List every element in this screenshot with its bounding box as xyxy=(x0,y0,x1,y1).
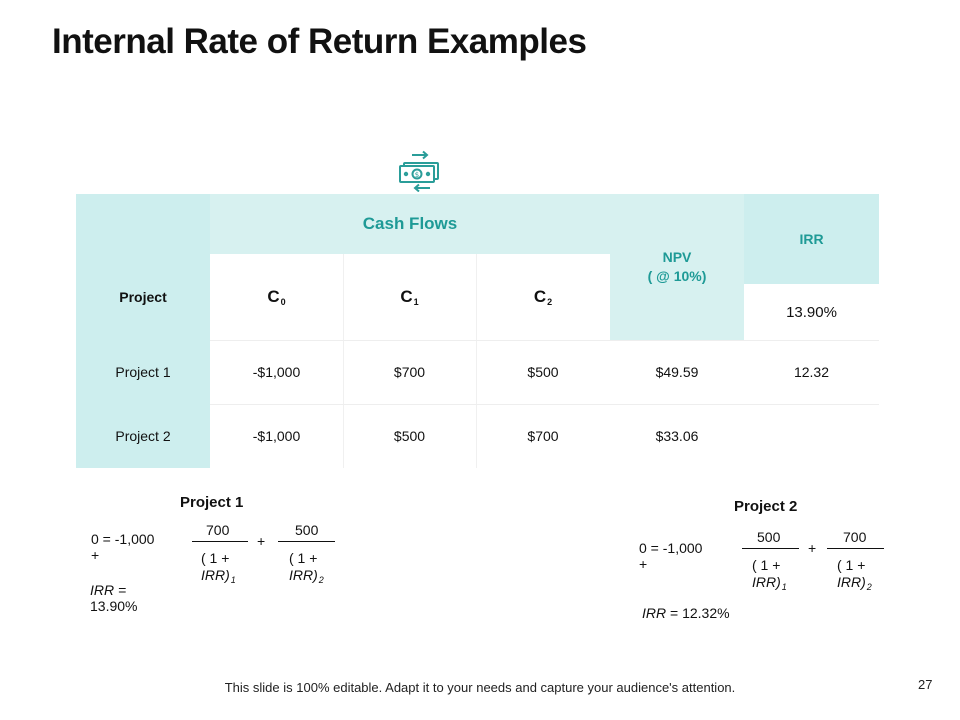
row1-project: Project 1 xyxy=(76,340,210,404)
row1-npv: $49.59 xyxy=(610,340,744,404)
irr-header: IRR xyxy=(744,194,879,284)
project2-plus: + xyxy=(808,540,817,556)
project2-num2: 700 xyxy=(843,529,867,545)
row2-irr xyxy=(744,404,879,468)
project2-result: IRR = 12.32% xyxy=(642,605,730,621)
irr-table: Cash Flows NPV ( @ 10%) IRR Project C0 C… xyxy=(76,194,879,468)
row1-c0: -$1,000 xyxy=(210,340,343,404)
project1-plus: + xyxy=(257,533,266,549)
footer-note: This slide is 100% editable. Adapt it to… xyxy=(224,680,736,695)
slide-title: Internal Rate of Return Examples xyxy=(52,22,587,61)
npv-header: NPV ( @ 10%) xyxy=(610,194,744,340)
fraction-bar xyxy=(192,541,248,542)
fraction-bar xyxy=(742,548,799,549)
svg-text:$: $ xyxy=(415,171,419,179)
project1-result: IRR = 13.90% xyxy=(90,582,138,614)
project1-den2: ( 1 + IRR)2 xyxy=(289,550,324,585)
project2-num1: 500 xyxy=(757,529,781,545)
grid-line xyxy=(476,254,477,468)
project1-lhs: 0 = -1,000 + xyxy=(91,531,155,563)
project1-num2: 500 xyxy=(295,522,319,538)
row2-c2: $700 xyxy=(476,404,610,468)
c1-header: C1 xyxy=(343,254,476,340)
project1-den1: ( 1 + IRR)1 xyxy=(201,550,236,585)
project-header: Project xyxy=(76,254,210,340)
cash-flows-header: Cash Flows xyxy=(210,194,610,254)
row2-c0: -$1,000 xyxy=(210,404,343,468)
row1-c1: $700 xyxy=(343,340,476,404)
corner-cell xyxy=(76,194,210,254)
row1-c2: $500 xyxy=(476,340,610,404)
c2-header: C2 xyxy=(476,254,610,340)
grid-line xyxy=(210,340,879,341)
fraction-bar xyxy=(278,541,335,542)
project1-eq-title: Project 1 xyxy=(180,494,244,511)
row2-project: Project 2 xyxy=(76,404,210,468)
page-number: 27 xyxy=(918,677,933,692)
c0-header: C0 xyxy=(210,254,343,340)
irr-top-value: 13.90% xyxy=(744,284,879,340)
project2-den1: ( 1 + IRR)1 xyxy=(752,557,787,592)
project1-num1: 700 xyxy=(206,522,230,538)
money-transfer-icon: $ xyxy=(399,150,439,192)
project2-eq-title: Project 2 xyxy=(734,498,798,515)
row2-c1: $500 xyxy=(343,404,476,468)
grid-line xyxy=(210,404,879,405)
row2-npv: $33.06 xyxy=(610,404,744,468)
project2-den2: ( 1 + IRR)2 xyxy=(837,557,872,592)
project2-lhs: 0 = -1,000 + xyxy=(639,540,703,572)
grid-line xyxy=(343,254,344,468)
row1-irr: 12.32 xyxy=(744,340,879,404)
fraction-bar xyxy=(827,548,884,549)
